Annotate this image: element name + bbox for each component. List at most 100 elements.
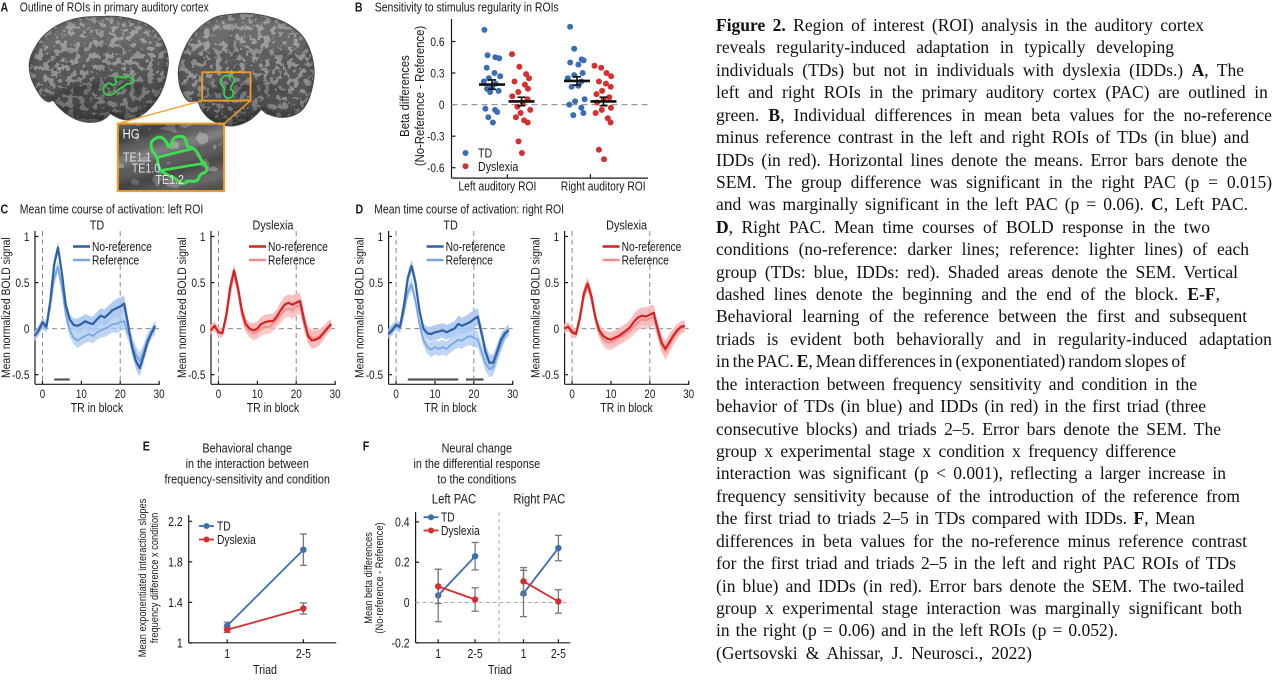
svg-text:0: 0 xyxy=(24,323,30,336)
svg-text:Beta differences: Beta differences xyxy=(397,55,412,137)
svg-text:TD: TD xyxy=(90,217,105,232)
svg-text:Right auditory ROI: Right auditory ROI xyxy=(561,181,646,194)
svg-text:E: E xyxy=(143,438,150,453)
svg-text:30: 30 xyxy=(683,388,694,401)
svg-text:20: 20 xyxy=(468,388,479,401)
svg-text:Dyslexia: Dyslexia xyxy=(441,525,480,538)
svg-text:1: 1 xyxy=(200,231,206,244)
svg-text:Reference: Reference xyxy=(268,255,315,268)
svg-text:Reference: Reference xyxy=(622,255,669,268)
svg-text:A: A xyxy=(1,0,9,15)
svg-text:TD: TD xyxy=(441,512,455,525)
svg-text:TE1.0: TE1.0 xyxy=(132,160,161,175)
svg-text:Dyslexia: Dyslexia xyxy=(606,217,647,232)
svg-text:1.8: 1.8 xyxy=(168,555,183,569)
svg-text:No-reference: No-reference xyxy=(268,241,328,254)
svg-text:Dyslexia: Dyslexia xyxy=(217,534,256,547)
svg-text:F: F xyxy=(363,438,370,453)
svg-text:-0.3: -0.3 xyxy=(427,131,445,144)
svg-text:Reference: Reference xyxy=(92,255,139,268)
svg-text:Reference: Reference xyxy=(446,255,493,268)
svg-text:TD: TD xyxy=(478,145,492,160)
svg-text:Outline of ROIs in primary aud: Outline of ROIs in primary auditory cort… xyxy=(20,0,209,15)
svg-text:1: 1 xyxy=(177,637,183,651)
svg-text:Dyslexia: Dyslexia xyxy=(253,217,294,232)
svg-text:Behavioral change: Behavioral change xyxy=(202,440,292,455)
svg-text:0: 0 xyxy=(553,323,559,336)
svg-text:1.4: 1.4 xyxy=(168,596,183,610)
svg-text:0.4: 0.4 xyxy=(395,515,410,529)
svg-text:-0.2: -0.2 xyxy=(392,636,410,650)
svg-text:1: 1 xyxy=(521,647,527,661)
svg-text:Sensitivity to stimulus regula: Sensitivity to stimulus regularity in RO… xyxy=(375,1,559,15)
svg-text:(No-Reference - Reference): (No-Reference - Reference) xyxy=(412,26,427,166)
svg-text:Mean beta differences: Mean beta differences xyxy=(363,532,375,623)
svg-text:TR in block: TR in block xyxy=(247,401,300,415)
svg-text:(No-reference - Reference): (No-reference - Reference) xyxy=(374,522,386,633)
svg-text:1: 1 xyxy=(24,231,30,244)
svg-text:0.5: 0.5 xyxy=(369,277,383,290)
svg-text:Left auditory ROI: Left auditory ROI xyxy=(458,181,536,194)
svg-text:Mean time course of activation: Mean time course of activation: left ROI xyxy=(20,203,203,217)
svg-text:Left PAC: Left PAC xyxy=(432,491,476,506)
svg-text:No-reference: No-reference xyxy=(622,241,682,254)
svg-text:-0.5: -0.5 xyxy=(542,369,560,382)
svg-text:0.5: 0.5 xyxy=(545,277,559,290)
svg-text:Neural change: Neural change xyxy=(442,440,513,455)
svg-text:10: 10 xyxy=(76,388,87,401)
svg-text:Dyslexia: Dyslexia xyxy=(478,159,519,174)
svg-text:Mean normalized BOLD signal: Mean normalized BOLD signal xyxy=(530,237,543,378)
svg-text:Mean normalized BOLD signal: Mean normalized BOLD signal xyxy=(0,237,13,378)
svg-text:-0.6: -0.6 xyxy=(427,162,445,175)
svg-text:D: D xyxy=(356,201,364,216)
svg-text:10: 10 xyxy=(252,388,263,401)
svg-text:HG: HG xyxy=(123,125,140,141)
svg-text:0: 0 xyxy=(439,99,445,112)
svg-text:TD: TD xyxy=(443,217,458,232)
svg-text:20: 20 xyxy=(115,388,126,401)
svg-text:20: 20 xyxy=(291,388,302,401)
svg-text:TR in block: TR in block xyxy=(424,401,477,415)
svg-text:in the interaction between: in the interaction between xyxy=(186,456,309,471)
svg-text:Right PAC: Right PAC xyxy=(513,491,565,506)
svg-text:-0.5: -0.5 xyxy=(188,369,206,382)
svg-text:0: 0 xyxy=(404,596,410,610)
svg-text:30: 30 xyxy=(154,388,165,401)
svg-text:1: 1 xyxy=(435,647,441,661)
svg-text:0: 0 xyxy=(200,323,206,336)
svg-text:1: 1 xyxy=(553,231,559,244)
svg-text:0.5: 0.5 xyxy=(191,277,205,290)
svg-text:2-5: 2-5 xyxy=(551,647,567,661)
svg-text:0: 0 xyxy=(393,388,398,401)
svg-text:0.2: 0.2 xyxy=(395,556,410,570)
svg-text:frequency-sensitivity and cond: frequency-sensitivity and condition xyxy=(165,471,330,486)
svg-text:0: 0 xyxy=(40,388,45,401)
svg-text:TE1.1: TE1.1 xyxy=(123,149,152,164)
svg-text:10: 10 xyxy=(605,388,616,401)
svg-text:TE1.2: TE1.2 xyxy=(156,172,184,187)
svg-text:2-5: 2-5 xyxy=(296,647,312,661)
svg-text:to the conditions: to the conditions xyxy=(437,471,516,486)
svg-text:-0.5: -0.5 xyxy=(366,369,384,382)
svg-text:TR in block: TR in block xyxy=(600,401,653,415)
svg-text:No-reference: No-reference xyxy=(92,241,152,254)
svg-text:0.5: 0.5 xyxy=(15,277,29,290)
svg-text:30: 30 xyxy=(330,388,341,401)
svg-text:Mean time course of activation: Mean time course of activation: right RO… xyxy=(374,203,564,217)
svg-text:Mean exponentiated interaction: Mean exponentiated interaction slopes xyxy=(137,499,149,658)
svg-text:0: 0 xyxy=(377,323,383,336)
svg-text:0.6: 0.6 xyxy=(430,36,444,49)
svg-text:No-reference: No-reference xyxy=(446,241,506,254)
svg-text:-0.5: -0.5 xyxy=(12,369,30,382)
svg-text:in the differential response: in the differential response xyxy=(413,456,540,471)
svg-text:30: 30 xyxy=(507,388,518,401)
svg-text:0: 0 xyxy=(216,388,221,401)
svg-text:Mean normalized BOLD signal: Mean normalized BOLD signal xyxy=(176,237,189,378)
svg-text:Triad: Triad xyxy=(488,662,512,677)
svg-text:10: 10 xyxy=(429,388,440,401)
svg-text:TR in block: TR in block xyxy=(71,401,124,415)
svg-text:Mean normalized BOLD signal: Mean normalized BOLD signal xyxy=(354,237,367,378)
svg-text:1: 1 xyxy=(224,647,230,661)
svg-text:0: 0 xyxy=(569,388,574,401)
svg-text:2-5: 2-5 xyxy=(468,647,484,661)
